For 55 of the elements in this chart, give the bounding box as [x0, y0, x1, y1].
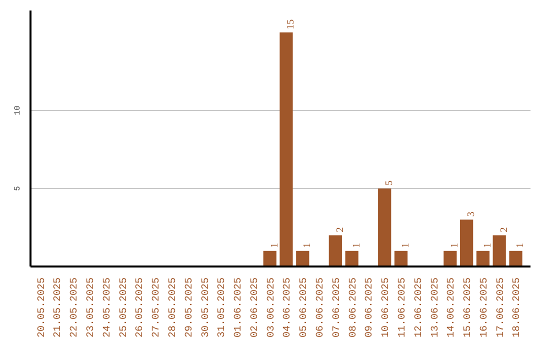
x-tick-label: 09.06.2025 — [364, 277, 376, 338]
x-tick-label: 11.06.2025 — [397, 277, 408, 338]
x-tick-label: 23.05.2025 — [86, 277, 98, 338]
bar — [476, 250, 490, 266]
data-label: 2 — [498, 227, 510, 232]
bar — [444, 250, 457, 266]
x-tick-label: 26.05.2025 — [135, 277, 146, 338]
x-tick-label: 29.05.2025 — [184, 277, 196, 338]
x-tick-label: 15.06.2025 — [463, 277, 474, 338]
bar — [460, 220, 474, 266]
y-tick-label: 10 — [14, 105, 22, 116]
data-label: 1 — [515, 242, 526, 248]
data-label: 1 — [400, 242, 412, 248]
data-label: 1 — [482, 242, 494, 248]
bar — [280, 32, 293, 266]
x-tick-label: 05.06.2025 — [299, 277, 310, 338]
data-label: 1 — [450, 242, 461, 248]
x-tick-label: 22.05.2025 — [70, 277, 81, 338]
x-tick-label: 25.05.2025 — [118, 277, 130, 338]
data-label: 5 — [384, 180, 396, 186]
bar — [378, 188, 392, 266]
x-tick-label: 06.06.2025 — [316, 277, 327, 338]
x-tick-label: 12.06.2025 — [414, 277, 425, 338]
x-tick-label: 08.06.2025 — [348, 277, 360, 338]
bar — [296, 250, 310, 266]
x-tick-label: 01.06.2025 — [234, 277, 245, 338]
x-tick-label: 18.06.2025 — [512, 277, 524, 338]
x-tick-label: 28.05.2025 — [168, 277, 179, 338]
data-label: 15 — [286, 19, 297, 30]
x-tick-label: 13.06.2025 — [430, 277, 442, 338]
bar — [509, 250, 522, 266]
x-tick-label: 03.06.2025 — [266, 277, 278, 338]
x-tick-label: 07.06.2025 — [332, 277, 343, 338]
x-tick-label: 24.05.2025 — [102, 277, 114, 338]
bar — [345, 250, 358, 266]
x-tick-label: 20.05.2025 — [36, 277, 48, 338]
x-tick-label: 31.05.2025 — [217, 277, 228, 338]
x-tick-label: 04.06.2025 — [282, 277, 294, 338]
x-tick-label: 14.06.2025 — [446, 277, 458, 338]
x-tick-label: 16.06.2025 — [479, 277, 490, 338]
x-tick-label: 30.05.2025 — [200, 277, 212, 338]
data-label: 1 — [269, 242, 280, 248]
x-tick-label: 17.06.2025 — [496, 277, 507, 338]
x-tick-label: 10.06.2025 — [381, 277, 392, 338]
data-label: 1 — [351, 242, 362, 248]
bar — [328, 235, 342, 266]
x-tick-label: 21.05.2025 — [53, 277, 64, 338]
bar — [394, 250, 408, 266]
data-label: 1 — [302, 242, 314, 248]
x-tick-label: 27.05.2025 — [152, 277, 163, 338]
data-label: 3 — [466, 212, 478, 217]
data-label: 2 — [334, 227, 346, 232]
bar — [492, 235, 506, 266]
x-tick-label: 02.06.2025 — [250, 277, 261, 338]
bar — [263, 250, 276, 266]
